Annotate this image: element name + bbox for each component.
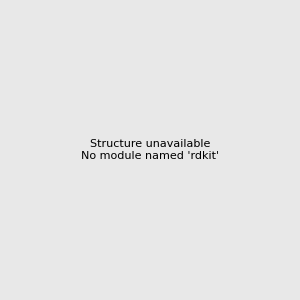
Text: Structure unavailable
No module named 'rdkit': Structure unavailable No module named 'r… <box>81 139 219 161</box>
